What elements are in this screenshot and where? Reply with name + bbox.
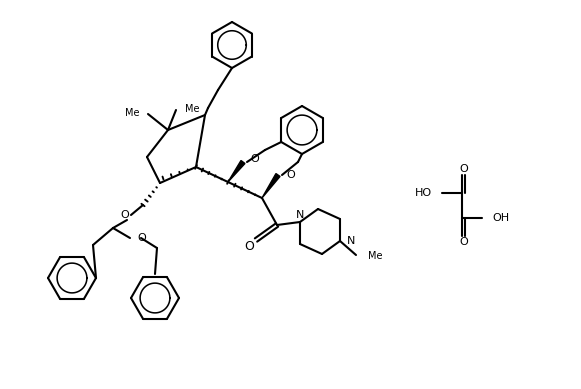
Text: N: N (296, 210, 304, 220)
Text: Me: Me (368, 251, 382, 261)
Text: HO: HO (415, 188, 432, 198)
Text: N: N (347, 236, 356, 246)
Text: O: O (460, 237, 468, 247)
Text: O: O (244, 240, 254, 252)
Polygon shape (228, 161, 245, 182)
Text: O: O (250, 154, 259, 164)
Text: O: O (286, 170, 295, 180)
Text: Me: Me (185, 104, 199, 114)
Text: O: O (137, 233, 146, 243)
Text: Me: Me (124, 108, 139, 118)
Text: OH: OH (492, 213, 509, 223)
Polygon shape (262, 173, 280, 198)
Text: O: O (460, 164, 468, 174)
Text: O: O (121, 210, 130, 220)
